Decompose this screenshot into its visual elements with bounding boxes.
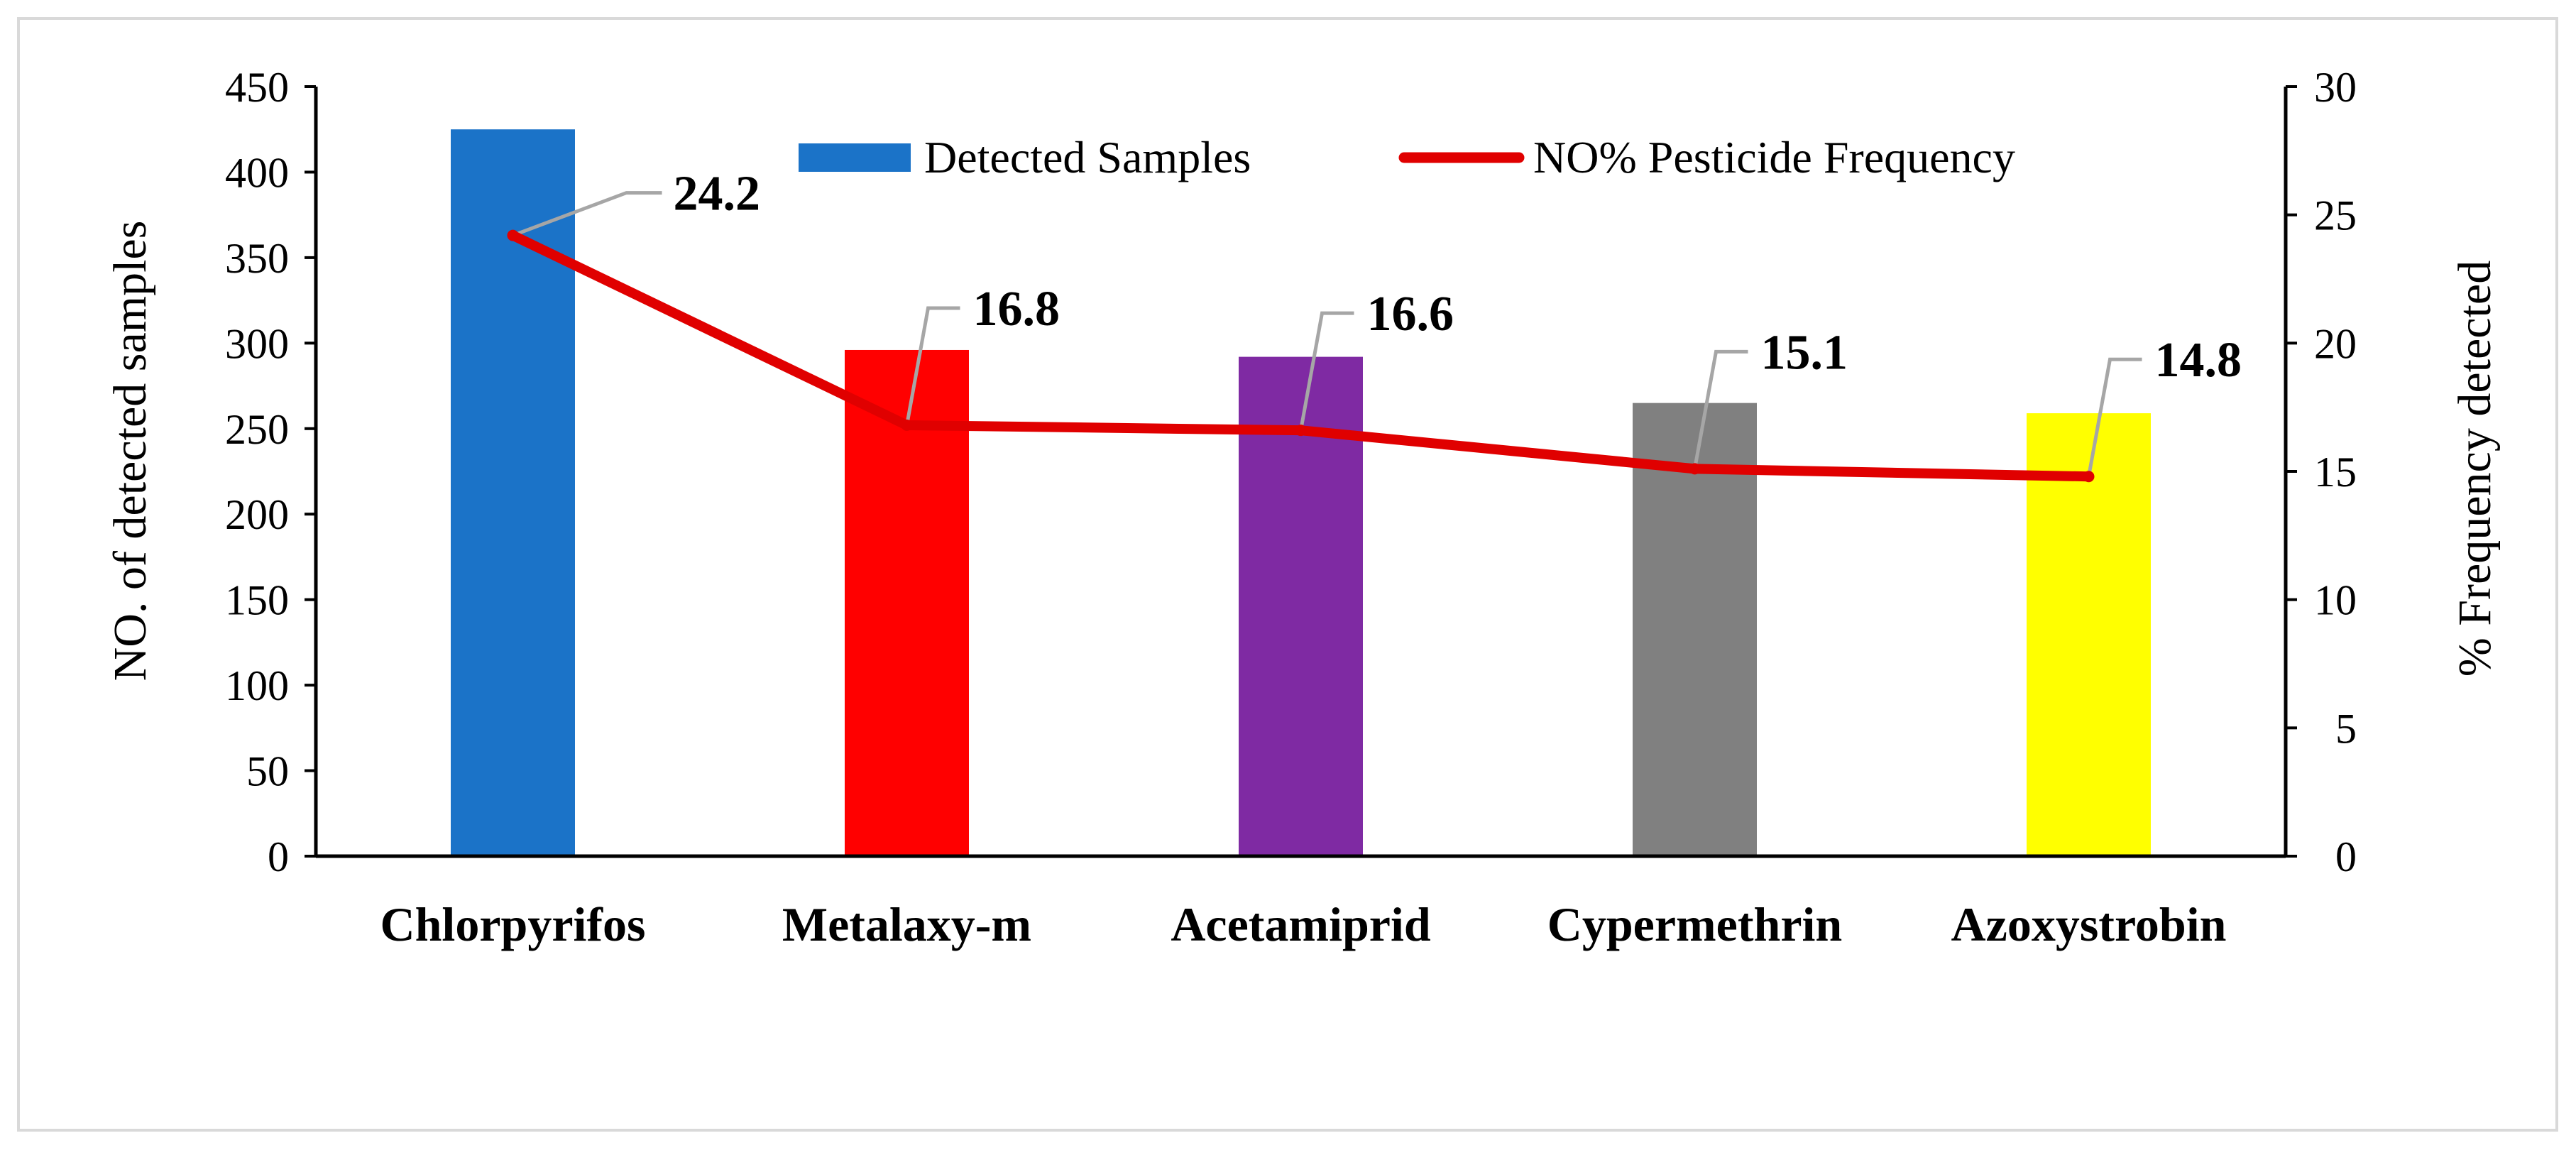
y-tick-label: 0 [268, 833, 289, 880]
bar-metalaxy-m [845, 349, 969, 857]
bar-azoxystrobin [2027, 413, 2151, 856]
category-label-cypermethrin: Cypermethrin [1547, 897, 1842, 951]
legend-label-detected-samples: Detected Samples [924, 132, 1251, 182]
legend-label-frequency: NO% Pesticide Frequency [1533, 132, 2015, 182]
bar-cypermethrin [1633, 403, 1757, 856]
data-label-acetamiprid: 16.6 [1367, 287, 1454, 341]
frequency-point-azoxystrobin [2083, 471, 2095, 483]
legend: Detected Samples NO% Pesticide Frequency [799, 132, 2015, 182]
y2-tick-label: 0 [2335, 833, 2357, 880]
y2-tick-label: 25 [2314, 192, 2357, 239]
y-axis-title: NO. of detected samples [104, 221, 156, 682]
frequency-point-cypermethrin [1689, 463, 1701, 475]
leader-line-metalaxy-m [905, 306, 960, 426]
y-tick-label: 150 [225, 577, 289, 624]
frequency-point-chlorpyrifos [507, 229, 519, 241]
y-tick-label: 250 [225, 406, 289, 453]
frequency-point-acetamiprid [1295, 425, 1307, 437]
y-tick-label: 50 [246, 748, 289, 795]
y2-axis-title: % Frequency detected [2449, 261, 2501, 677]
y2-tick-label: 20 [2314, 320, 2357, 367]
y2-tick-label: 10 [2314, 577, 2357, 624]
leader-line-acetamiprid [1299, 311, 1354, 431]
y-tick-label: 100 [225, 662, 289, 709]
frequency-point-metalaxy-m [901, 419, 913, 431]
data-label-azoxystrobin: 14.8 [2155, 333, 2242, 388]
y-tick-label: 450 [225, 64, 289, 111]
y-tick-label: 300 [225, 320, 289, 367]
category-label-acetamiprid: Acetamiprid [1171, 897, 1431, 951]
y-tick-label: 200 [225, 491, 289, 538]
y2-tick-label: 15 [2314, 449, 2357, 496]
y2-tick-label: 5 [2335, 705, 2357, 752]
y-tick-label: 350 [225, 235, 289, 282]
leader-line-chlorpyrifos [512, 191, 662, 237]
category-label-azoxystrobin: Azoxystrobin [1951, 897, 2227, 951]
leader-line-azoxystrobin [2087, 357, 2142, 477]
data-label-metalaxy-m: 16.8 [973, 282, 1060, 336]
category-label-chlorpyrifos: Chlorpyrifos [380, 897, 646, 951]
legend-swatch-detected-samples [799, 143, 911, 172]
y2-tick-label: 30 [2314, 64, 2357, 111]
bar-acetamiprid [1239, 356, 1363, 856]
category-label-metalaxy-m: Metalaxy-m [782, 897, 1031, 951]
y-tick-label: 400 [225, 149, 289, 196]
data-label-chlorpyrifos: 24.2 [674, 167, 761, 221]
data-label-cypermethrin: 15.1 [1761, 325, 1848, 380]
leader-line-cypermethrin [1693, 349, 1748, 469]
